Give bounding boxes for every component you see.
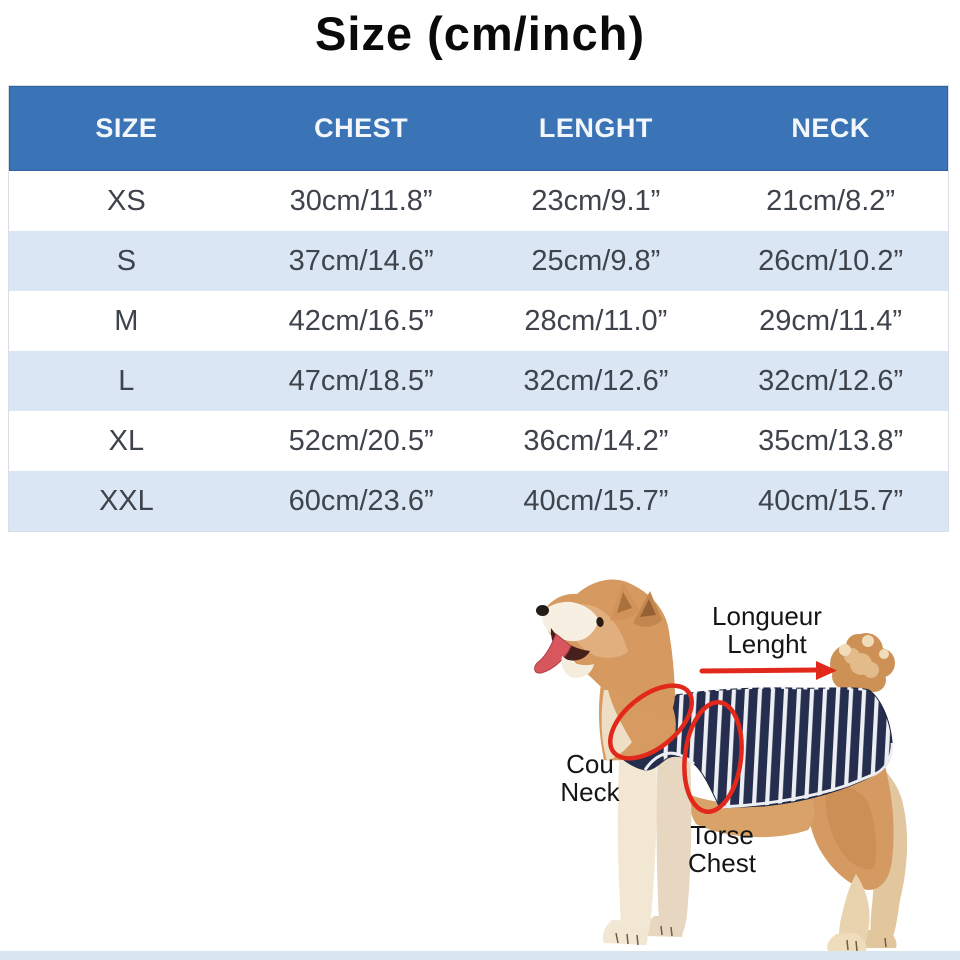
shirt-ruffle-trim — [649, 686, 870, 701]
chest-label-fr: Torse — [690, 820, 754, 850]
table-header-row: SIZE CHEST LENGHT NECK — [9, 86, 948, 171]
row-size-label: M — [114, 304, 139, 337]
neck-value: 26cm/10.2” — [758, 244, 904, 277]
chest-value: 47cm/18.5” — [288, 364, 434, 397]
length-arrow — [699, 667, 819, 674]
dog-illustration — [534, 579, 908, 952]
neck-value: 35cm/13.8” — [758, 424, 904, 457]
dog-tail — [830, 633, 895, 748]
shirt-hem-trim — [720, 771, 878, 809]
neck-value: 32cm/12.6” — [758, 364, 904, 397]
column-header-length: LENGHT — [538, 113, 653, 143]
table-row: XS 30cm/11.8” 23cm/9.1” 21cm/8.2” — [9, 171, 948, 231]
length-value: 36cm/14.2” — [523, 424, 669, 457]
length-label: Longueur Lenght — [692, 602, 842, 658]
neck-value: 21cm/8.2” — [766, 184, 896, 217]
column-header-neck: NECK — [791, 113, 870, 143]
neck-label-fr: Cou — [566, 749, 614, 779]
size-chart-table: SIZE CHEST LENGHT NECK XS 30cm/11.8” 23c… — [8, 85, 949, 532]
table-row: XL 52cm/20.5” 36cm/14.2” 35cm/13.8” — [9, 411, 948, 471]
table-row: XXL 60cm/23.6” 40cm/15.7” 40cm/15.7” — [9, 471, 948, 531]
neck-label-en: Neck — [560, 777, 620, 807]
bottom-strip — [0, 951, 960, 960]
chest-value: 30cm/11.8” — [289, 184, 433, 217]
dog-eye — [596, 617, 604, 627]
length-arrowhead — [816, 661, 837, 680]
row-size-label: S — [116, 244, 137, 277]
chest-measure-ellipse — [682, 700, 744, 814]
column-header-chest: CHEST — [314, 113, 409, 143]
length-value: 32cm/12.6” — [523, 364, 669, 397]
chest-value: 37cm/14.6” — [288, 244, 434, 277]
table-row: L 47cm/18.5” 32cm/12.6” 32cm/12.6” — [9, 351, 948, 411]
dog-measurement-diagram: Longueur Lenght Cou Neck Torse Chest — [500, 560, 960, 960]
page-title: Size (cm/inch) — [314, 7, 645, 60]
chest-value: 42cm/16.5” — [288, 304, 434, 337]
length-label-fr: Longueur — [712, 601, 822, 631]
measurement-annotations — [608, 661, 837, 814]
dog-front-legs — [602, 745, 692, 946]
table-row: M 42cm/16.5” 28cm/11.0” 29cm/11.4” — [9, 291, 948, 351]
row-size-label: XXL — [98, 484, 154, 517]
neck-measure-ellipse — [608, 683, 694, 761]
length-value: 40cm/15.7” — [523, 484, 669, 517]
chest-label: Torse Chest — [675, 821, 769, 877]
dog-head — [534, 579, 676, 761]
column-header-size: SIZE — [95, 113, 158, 143]
chest-value: 60cm/23.6” — [288, 484, 434, 517]
neck-label: Cou Neck — [544, 750, 636, 806]
neck-value: 29cm/11.4” — [759, 304, 903, 337]
table-row: S 37cm/14.6” 25cm/9.8” 26cm/10.2” — [9, 231, 948, 291]
dog-tongue — [534, 633, 572, 674]
length-value: 23cm/9.1” — [531, 184, 661, 217]
row-size-label: L — [118, 364, 135, 397]
shirt-rear-trim — [876, 742, 894, 775]
row-size-label: XS — [107, 184, 146, 217]
dog-nose — [536, 605, 549, 616]
length-value: 28cm/11.0” — [524, 304, 668, 337]
length-label-en: Lenght — [727, 629, 807, 659]
chest-value: 52cm/20.5” — [288, 424, 434, 457]
shirt-leg-opening-trim — [643, 751, 696, 771]
chest-label-en: Chest — [688, 848, 756, 878]
row-size-label: XL — [108, 424, 145, 457]
neck-value: 40cm/15.7” — [758, 484, 904, 517]
length-value: 25cm/9.8” — [531, 244, 661, 277]
